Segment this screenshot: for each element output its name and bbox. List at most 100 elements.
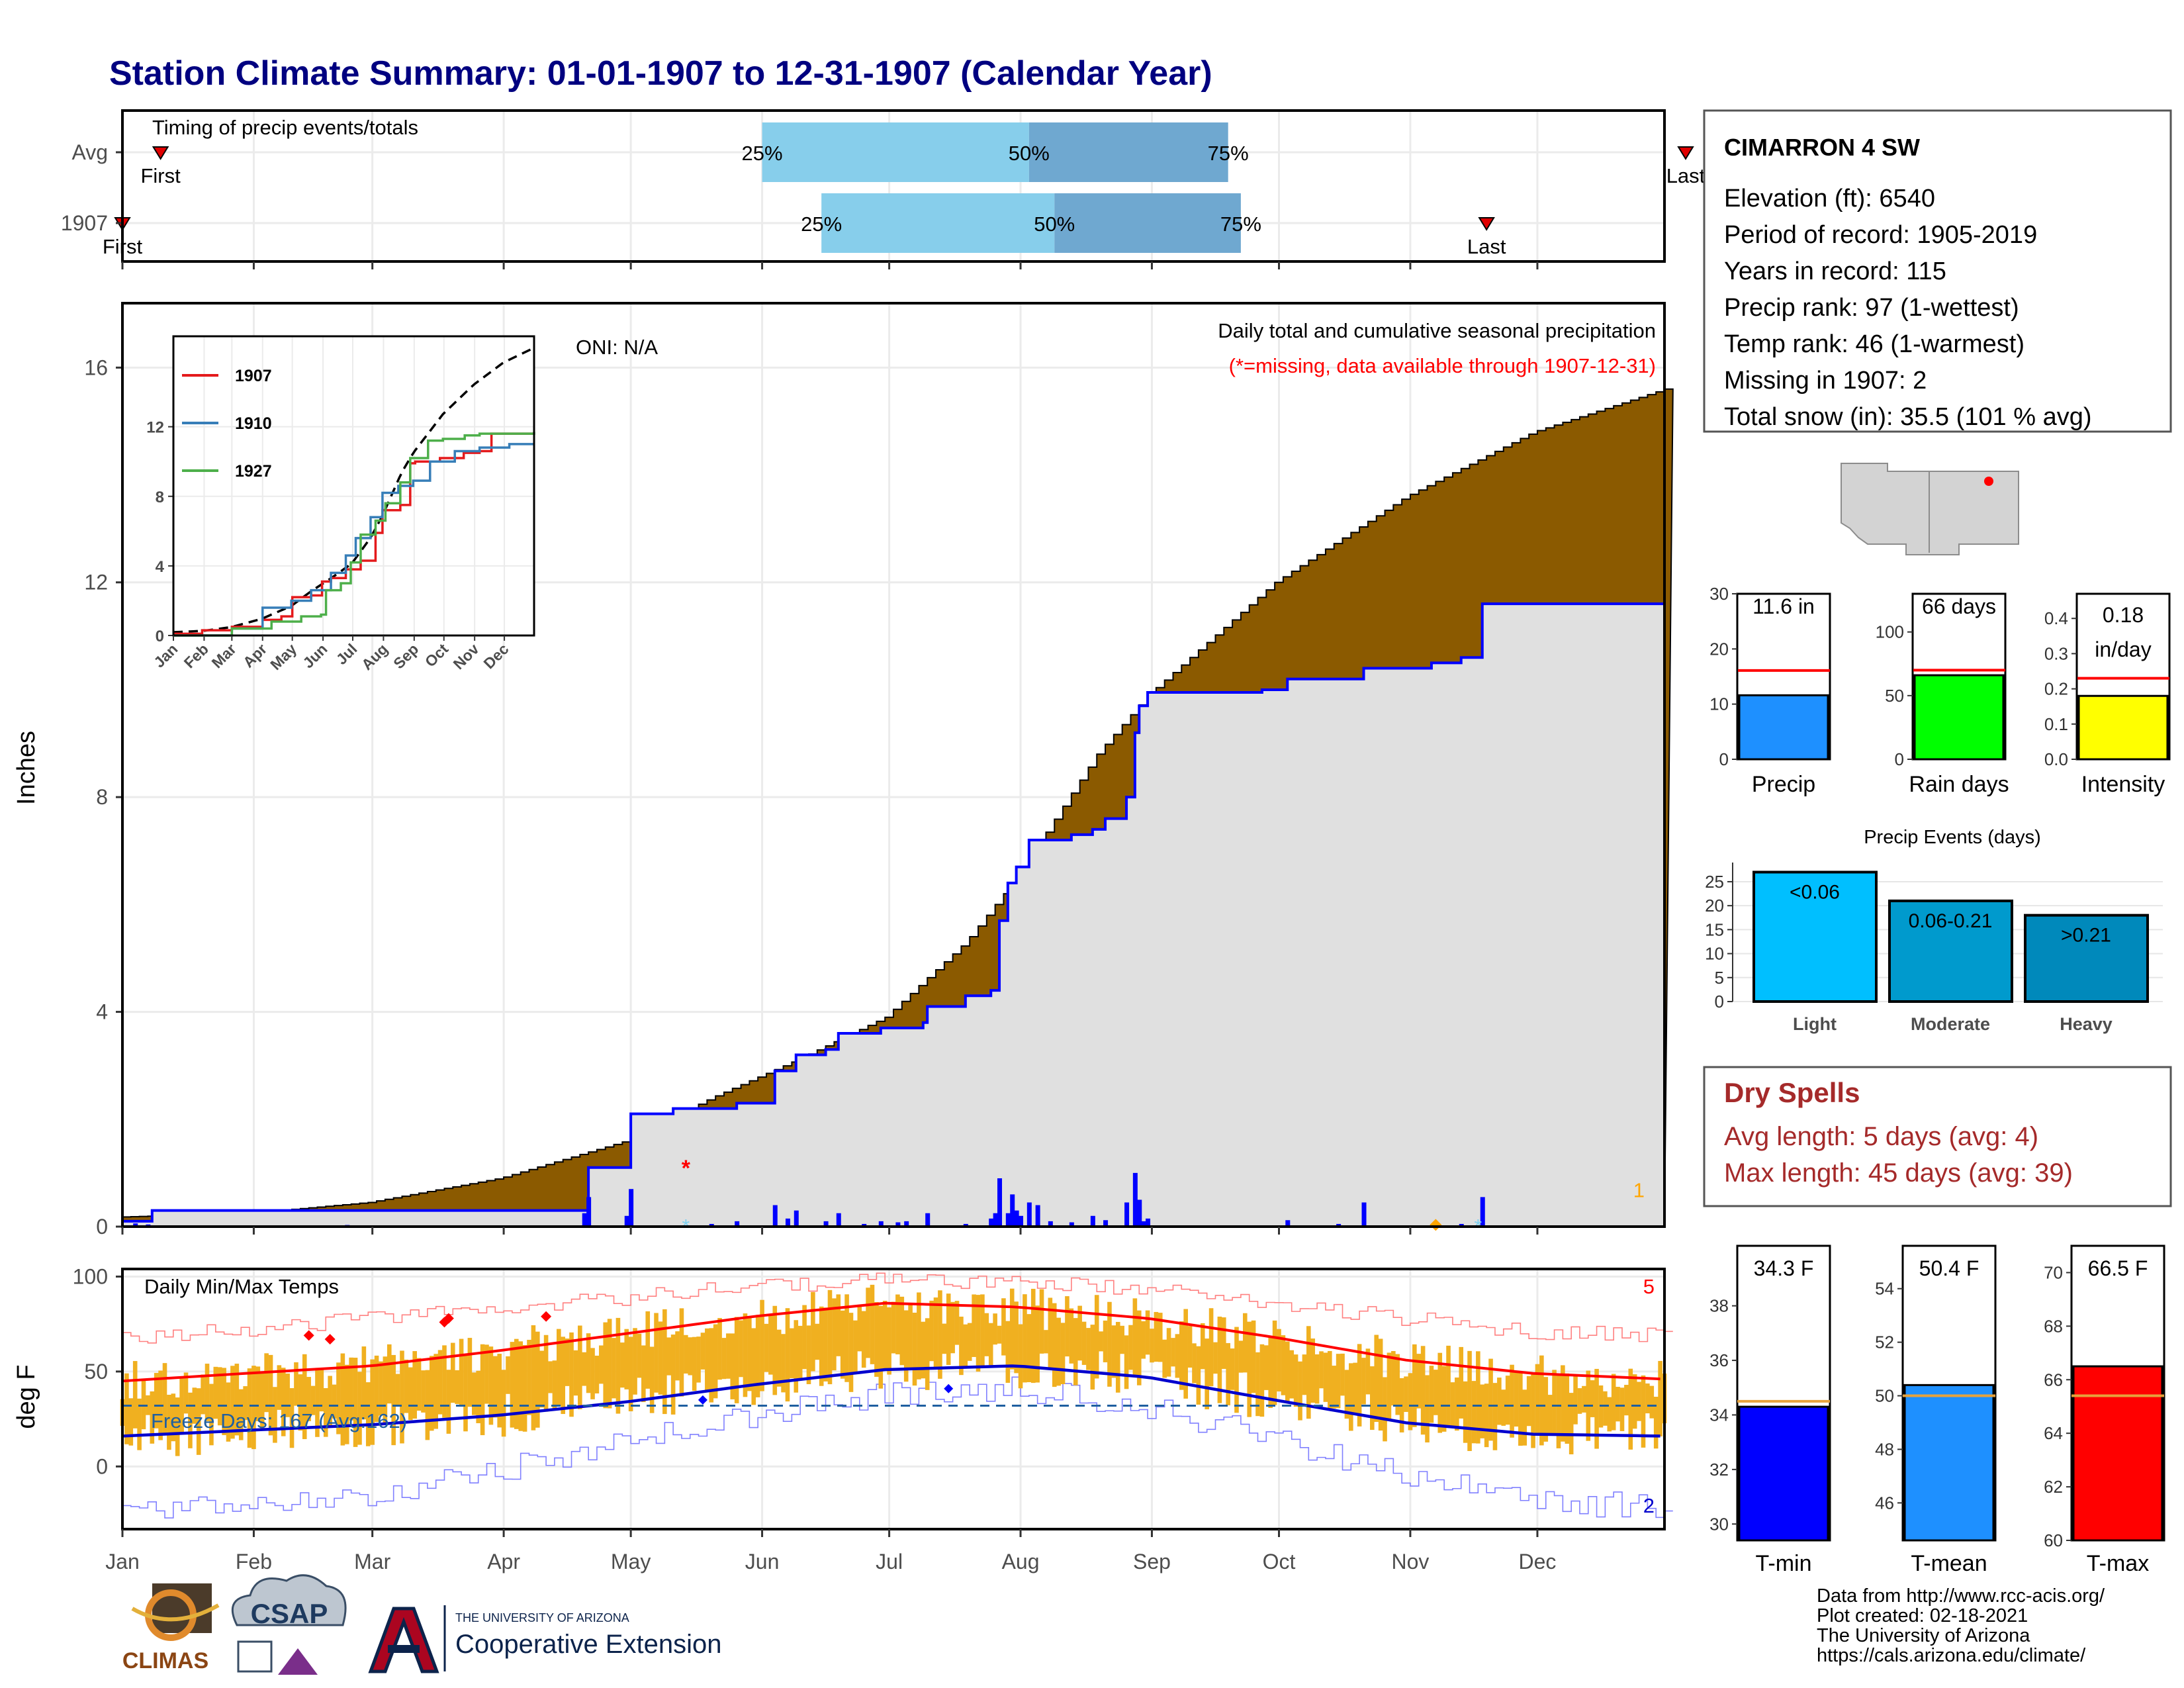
daily-temp-bar [921,1321,926,1379]
timing-row-label: 1907 [61,211,108,235]
daily-temp-bar [1619,1387,1625,1431]
daily-temp-bar [455,1370,459,1404]
daily-precip-bar [963,1223,968,1227]
daily-temp-bar [781,1334,786,1393]
daily-temp-bar [416,1358,422,1411]
daily-temp-bar [840,1310,845,1379]
month-label: Oct [1263,1550,1296,1573]
daily-temp-bar [1120,1325,1124,1354]
temp-ytick-label: 100 [73,1264,108,1288]
inset-series-line [173,443,534,637]
daily-temp-bar [1242,1313,1248,1373]
daily-temp-bar [768,1315,773,1375]
daily-temp-bar [1044,1330,1048,1354]
daily-temp-bar [1653,1397,1659,1449]
daily-precip-bar [1010,1194,1015,1227]
daily-precip-bar [735,1221,740,1227]
daily-temp-bar [1018,1324,1023,1389]
daily-temp-bar [1471,1381,1477,1444]
daily-precip-bar [925,1213,931,1227]
observed-cumulative-area [122,604,1664,1227]
timing-bar-50-75 [1054,193,1241,253]
daily-precip-bar [1285,1220,1291,1227]
daily-temp-bar [205,1364,210,1421]
daily-precip-bar [1361,1202,1367,1227]
daily-temp-bar [1547,1395,1553,1434]
daily-temp-bar [437,1350,443,1415]
timing-panel-border [121,109,1666,263]
daily-temp-bar [1166,1328,1171,1377]
daily-temp-bar [628,1336,633,1411]
daily-temp-bar [832,1298,837,1371]
daily-temp-bar [645,1311,651,1389]
daily-temp-bar [196,1388,201,1455]
temp-bar-ytick: 36 [1709,1350,1729,1370]
precip-ytick-label: 8 [96,785,108,809]
record-low-marker [944,1383,954,1393]
daily-temp-bar [527,1340,531,1415]
daily-temp-bar [259,1372,265,1429]
daily-temp-bar [404,1359,409,1413]
events-ytick: 0 [1715,992,1724,1011]
events-ytick: 5 [1715,968,1724,988]
daily-temp-bar [1077,1305,1082,1361]
daily-temp-bar [1183,1309,1188,1399]
temp-bar-ytick: 48 [1875,1439,1894,1459]
daily-temp-bar [243,1386,248,1421]
daily-temp-bar [1314,1354,1320,1404]
daily-temp-bar [797,1325,803,1381]
daily-temp-bar [1154,1311,1159,1362]
daily-temp-bar [612,1338,616,1399]
daily-temp-bar [1459,1346,1464,1419]
daily-temp-bar [1361,1358,1366,1405]
daily-temp-bar [1450,1382,1455,1428]
daily-temp-bar [899,1296,905,1366]
daily-temp-bar [1514,1372,1519,1427]
daily-temp-bar [323,1387,328,1437]
daily-temp-bar [1268,1336,1273,1408]
daily-temp-bar [442,1345,447,1418]
mini-bar-ytick: 0.2 [2044,679,2068,699]
dry-spells-box [1703,1066,2172,1207]
daily-temp-bar [1416,1354,1422,1409]
mini-bar-ytick: 20 [1709,639,1729,659]
daily-temp-bar [874,1301,879,1377]
avg-max-line [122,1301,1661,1383]
daily-temp-bar [370,1359,375,1445]
daily-temp-bar [247,1368,252,1448]
daily-temp-bar [1484,1383,1489,1448]
daily-temp-bar [751,1328,756,1405]
daily-temp-bar [959,1317,964,1376]
daily-precip-bar [586,1197,592,1227]
daily-temp-bar [234,1364,240,1436]
mini-bar-value-label: 11.6 in [1752,594,1815,618]
daily-temp-bar [167,1395,171,1450]
daily-temp-bar [1255,1352,1260,1417]
daily-temp-bar [1251,1320,1256,1393]
last-marker [1677,146,1694,160]
daily-temp-bar [1344,1370,1349,1419]
events-ytick: 10 [1705,944,1724,964]
daily-temp-bar [1281,1335,1286,1395]
daily-temp-bar [790,1328,794,1378]
daily-temp-bar [887,1307,891,1375]
daily-temp-bar [1094,1295,1099,1379]
daily-temp-bar [1383,1377,1387,1442]
daily-temp-bar [1115,1321,1120,1393]
daily-temp-bar [535,1331,540,1428]
daily-temp-bar [654,1313,659,1393]
daily-temp-bar [518,1341,523,1431]
footer-line: The University of Arizona [1817,1625,2030,1646]
temp-bar-value [2072,1365,2163,1542]
daily-temp-bar [1526,1376,1531,1427]
inset-ytick-label: 0 [156,628,164,645]
daily-temp-bar [1103,1320,1108,1362]
climas-logo-swoosh [131,1603,220,1622]
daily-temp-bar [302,1354,307,1440]
inset-border [172,335,535,637]
last-label: Last [1666,164,1706,187]
daily-temp-bar [933,1297,938,1368]
daily-temp-bar [705,1328,709,1391]
inset-bg [173,336,534,635]
month-label: Sep [1133,1550,1171,1573]
